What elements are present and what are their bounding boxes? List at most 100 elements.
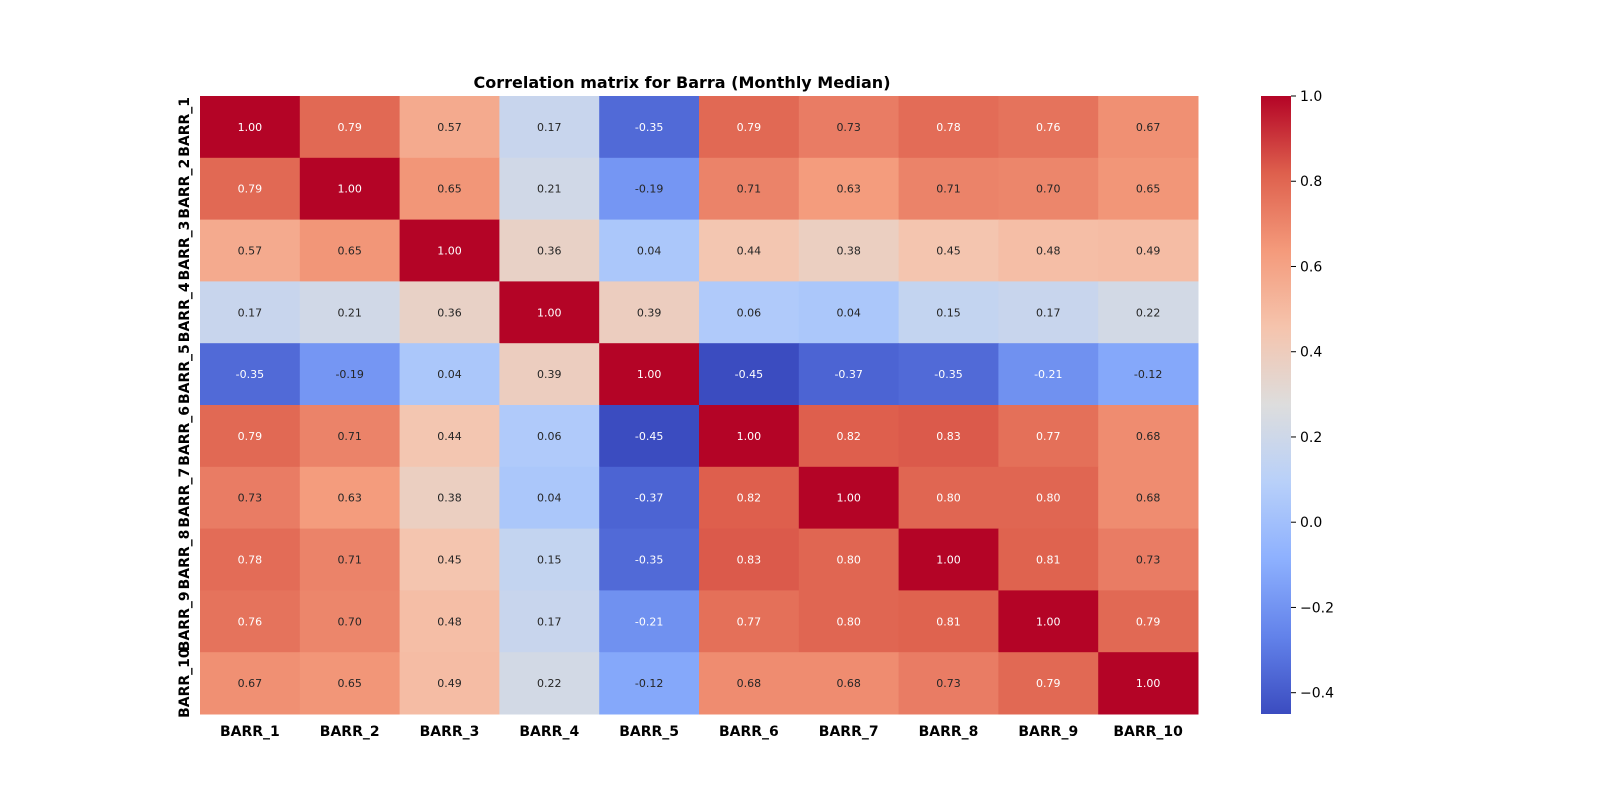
heatmap-cell-r3-c9 <box>998 219 1099 282</box>
cell-value-label-r1-c1: 1.00 <box>238 121 263 134</box>
x-tick-label: BARR_6 <box>719 724 779 740</box>
heatmap-cell-r6-c8 <box>898 405 999 468</box>
heatmap-cell-r4-c10 <box>1098 281 1199 344</box>
cell-value-label-r4-c5: 0.39 <box>637 306 662 319</box>
cell-value-label-r5-c9: -0.21 <box>1034 368 1062 381</box>
heatmap-cell-r5-c2 <box>299 343 401 406</box>
cell-value-label-r4-c9: 0.17 <box>1036 306 1061 319</box>
cell-value-label-r1-c5: -0.35 <box>635 121 663 134</box>
cell-value-label-r10-c6: 0.68 <box>737 677 762 690</box>
heatmap-cell-r3-c5 <box>599 219 700 282</box>
cell-value-label-r6-c5: -0.45 <box>635 430 663 443</box>
cell-value-label-r8-c7: 0.80 <box>836 554 861 567</box>
heatmap-cell-r10-c4 <box>499 652 600 715</box>
cell-value-label-r9-c8: 0.81 <box>936 615 961 628</box>
heatmap-cell-r5-c3 <box>399 343 500 406</box>
cell-value-label-r5-c2: -0.19 <box>335 368 363 381</box>
heatmap-cell-r1-c9 <box>998 96 1099 159</box>
heatmap-cell-r8-c10 <box>1098 528 1199 591</box>
cell-value-label-r10-c3: 0.49 <box>437 677 462 690</box>
heatmap-cell-r7-c2 <box>299 466 401 530</box>
heatmap-cell-r9-c1 <box>200 590 301 653</box>
cell-value-label-r1-c7: 0.73 <box>836 121 861 134</box>
heatmap-cell-r3-c1 <box>200 219 301 282</box>
heatmap-cell-r4-c7 <box>798 281 900 344</box>
heatmap-cell-r10-c7 <box>798 652 900 715</box>
cell-value-label-r2-c4: 0.21 <box>537 183 562 196</box>
heatmap-cell-r9-c10 <box>1098 590 1199 653</box>
colorbar-tick-label: 0.0 <box>1300 515 1322 531</box>
heatmap-cell-r5-c5 <box>599 343 700 406</box>
heatmap-cell-r10-c10 <box>1098 652 1199 715</box>
cell-value-label-r8-c10: 0.73 <box>1136 554 1161 567</box>
cell-value-label-r6-c3: 0.44 <box>437 430 462 443</box>
cell-value-label-r2-c7: 0.63 <box>836 183 861 196</box>
cell-value-label-r8-c6: 0.83 <box>737 554 762 567</box>
cell-value-label-r6-c4: 0.06 <box>537 430 562 443</box>
heatmap-cell-r2-c2 <box>299 157 401 221</box>
cell-value-label-r1-c8: 0.78 <box>936 121 961 134</box>
heatmap-cell-r9-c2 <box>299 590 401 653</box>
heatmap-cell-r7-c10 <box>1098 466 1199 530</box>
heatmap-cell-r10-c8 <box>898 652 999 715</box>
cell-value-label-r2-c9: 0.70 <box>1036 183 1061 196</box>
heatmap-cell-r10-c1 <box>200 652 301 715</box>
heatmap-cell-r10-c5 <box>599 652 700 715</box>
cell-value-label-r8-c4: 0.15 <box>537 554 562 567</box>
heatmap-cell-r2-c6 <box>699 157 800 221</box>
heatmap-cell-r10-c9 <box>998 652 1099 715</box>
colorbar-tick-label: 0.4 <box>1300 345 1322 361</box>
cell-value-label-r5-c3: 0.04 <box>437 368 462 381</box>
cell-value-label-r10-c4: 0.22 <box>537 677 562 690</box>
cell-value-label-r1-c2: 0.79 <box>337 121 362 134</box>
cell-value-label-r7-c4: 0.04 <box>537 492 562 505</box>
heatmap-cell-r4-c9 <box>998 281 1099 344</box>
heatmap-cell-r9-c3 <box>399 590 500 653</box>
cell-value-label-r10-c1: 0.67 <box>238 677 263 690</box>
x-tick-label: BARR_7 <box>819 724 879 740</box>
heatmap-cell-r4-c4 <box>499 281 600 344</box>
cell-value-label-r1-c9: 0.76 <box>1036 121 1061 134</box>
cell-value-label-r2-c8: 0.71 <box>936 183 961 196</box>
cell-value-label-r6-c7: 0.82 <box>836 430 861 443</box>
colorbar-tick-label: 0.2 <box>1300 430 1322 446</box>
cell-value-label-r9-c5: -0.21 <box>635 615 663 628</box>
cell-value-label-r4-c10: 0.22 <box>1136 306 1161 319</box>
heatmap-cell-r6-c9 <box>998 405 1099 468</box>
heatmap-cell-r5-c1 <box>200 343 301 406</box>
cell-value-label-r9-c9: 1.00 <box>1036 615 1061 628</box>
heatmap-cell-r2-c8 <box>898 157 999 221</box>
cell-value-label-r4-c3: 0.36 <box>437 306 462 319</box>
heatmap-cell-r8-c9 <box>998 528 1099 591</box>
colorbar-tick-label: 0.8 <box>1300 174 1322 190</box>
heatmap-cell-r6-c6 <box>699 405 800 468</box>
y-tick-label: BARR_9 <box>177 591 193 651</box>
heatmap-cell-r6-c4 <box>499 405 600 468</box>
heatmap-cell-r8-c6 <box>699 528 800 591</box>
x-tick-label: BARR_2 <box>320 724 380 740</box>
cell-value-label-r2-c10: 0.65 <box>1136 183 1161 196</box>
heatmap-cell-r5-c6 <box>699 343 800 406</box>
cell-value-label-r4-c4: 1.00 <box>537 306 562 319</box>
cell-value-label-r8-c5: -0.35 <box>635 554 663 567</box>
heatmap-cell-r9-c6 <box>699 590 800 653</box>
cell-value-label-r3-c10: 0.49 <box>1136 245 1161 258</box>
cell-value-label-r4-c6: 0.06 <box>737 306 762 319</box>
heatmap-cell-r9-c8 <box>898 590 999 653</box>
heatmap-cell-r6-c5 <box>599 405 700 468</box>
y-tick-label: BARR_8 <box>177 530 193 590</box>
cell-value-label-r10-c2: 0.65 <box>337 677 362 690</box>
y-tick-label: BARR_6 <box>177 406 193 466</box>
heatmap-cell-r9-c9 <box>998 590 1099 653</box>
colorbar-tick-label: 0.6 <box>1300 259 1322 275</box>
cell-value-label-r7-c10: 0.68 <box>1136 492 1161 505</box>
heatmap-cell-r3-c2 <box>299 219 401 282</box>
cell-value-label-r9-c1: 0.76 <box>238 615 263 628</box>
heatmap-cell-r8-c7 <box>798 528 900 591</box>
x-tick-label: BARR_9 <box>1018 724 1078 740</box>
x-axis-tick-labels: BARR_1 BARR_2 BARR_3 BARR_4 BARR_5 BARR_6 BARR… <box>220 724 1183 740</box>
cell-value-label-r6-c6: 1.00 <box>737 430 762 443</box>
heatmap-cell-r4-c8 <box>898 281 999 344</box>
cell-value-label-r10-c10: 1.00 <box>1136 677 1161 690</box>
x-tick-label: BARR_1 <box>220 724 280 740</box>
